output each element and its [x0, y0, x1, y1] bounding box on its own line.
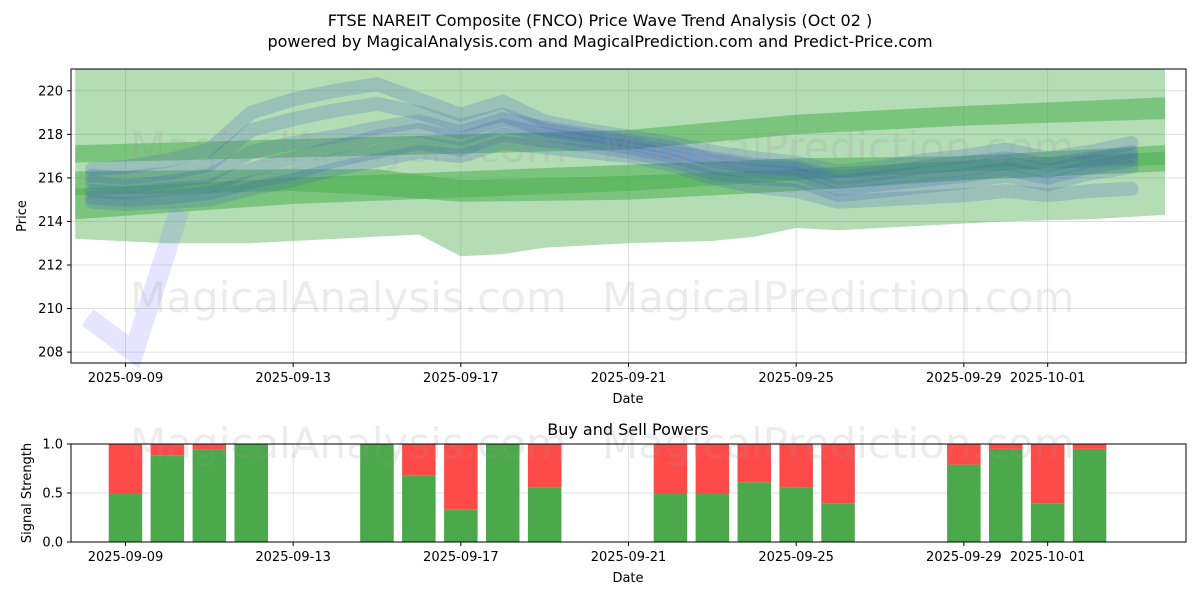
- price-x-label: Date: [612, 392, 643, 407]
- buy-bar: [947, 464, 981, 542]
- price-y-label: Price: [15, 200, 30, 232]
- buy-bar: [1030, 503, 1065, 542]
- watermark-prediction-top: MagicalPrediction.com: [602, 123, 1075, 172]
- sell-bar: [192, 444, 227, 450]
- sell-bar: [1072, 444, 1107, 449]
- price-x-tick-label: 2025-09-29: [926, 371, 1002, 386]
- chart-subtitle: powered by MagicalAnalysis.com and Magic…: [267, 32, 932, 51]
- buy-bar: [821, 503, 855, 542]
- signal-x-tick-label: 2025-09-09: [88, 550, 164, 565]
- blue-waves: [85, 77, 1139, 211]
- signal-title: Buy and Sell Powers: [547, 420, 709, 439]
- blue-wave-0: [85, 112, 1139, 194]
- buy-bar: [402, 475, 436, 542]
- green-band-upper-trend: [75, 97, 1166, 163]
- sell-bar: [150, 444, 185, 456]
- signal-bars: [108, 444, 1107, 542]
- sell-bar: [444, 444, 478, 510]
- price-y-ticks: 208 210 212 214 216 218 220: [38, 84, 71, 361]
- signal-x-tick-label: 2025-10-01: [1010, 550, 1086, 565]
- blue-wave-3: [85, 77, 1139, 179]
- buy-bar: [150, 455, 185, 542]
- buy-bar: [737, 482, 771, 542]
- price-x-tick-label: 2025-09-17: [423, 371, 499, 386]
- signal-x-tick-label: 2025-09-29: [926, 550, 1002, 565]
- price-x-ticks: 2025-09-09 2025-09-13 2025-09-17 2025-09-21…: [88, 363, 1086, 386]
- signal-x-tick-label: 2025-09-17: [423, 550, 499, 565]
- price-x-tick-label: 2025-10-01: [1010, 371, 1086, 386]
- price-x-tick-label: 2025-09-13: [255, 371, 331, 386]
- signal-plot: Buy and Sell Powers MagicalAnalysis.com …: [20, 419, 1187, 586]
- signal-y-label: Signal Strength: [20, 443, 35, 543]
- blue-wave-1: [85, 96, 1139, 185]
- price-y-tick-label: 208: [38, 346, 63, 361]
- green-band-mid-trend: [75, 151, 1166, 202]
- signal-y-tick-label: 0.0: [42, 536, 63, 551]
- sell-bar: [695, 444, 730, 493]
- buy-bar: [108, 493, 143, 542]
- price-plot: MagicalAnalysis.com MagicalPrediction.co…: [15, 68, 1187, 407]
- price-y-tick-label: 218: [38, 128, 63, 143]
- sell-bar: [737, 444, 771, 483]
- sell-bar: [1030, 444, 1065, 504]
- sell-bar: [989, 444, 1023, 449]
- price-y-tick-label: 216: [38, 171, 63, 186]
- buy-bar: [1072, 448, 1107, 542]
- blue-wave-2: [85, 118, 1139, 201]
- watermark-prediction-mid: MagicalPrediction.com: [602, 273, 1075, 322]
- sell-bar: [402, 444, 436, 476]
- check-mark: [81, 205, 190, 369]
- buy-bar: [486, 444, 520, 542]
- watermark-analysis-mid: MagicalAnalysis.com: [130, 273, 567, 322]
- buy-bar: [360, 444, 394, 542]
- buy-bar: [444, 509, 478, 542]
- buy-bar: [695, 493, 730, 542]
- signal-x-label: Date: [612, 571, 643, 586]
- price-x-tick-label: 2025-09-21: [591, 371, 667, 386]
- price-y-tick-label: 212: [38, 259, 63, 274]
- chart-title: FTSE NAREIT Composite (FNCO) Price Wave …: [328, 11, 872, 30]
- price-x-tick-label: 2025-09-09: [88, 371, 164, 386]
- signal-x-tick-label: 2025-09-21: [591, 550, 667, 565]
- buy-bar: [779, 487, 813, 542]
- signal-y-tick-label: 1.0: [42, 438, 63, 453]
- watermark-analysis-top: MagicalAnalysis.com: [130, 123, 567, 172]
- sell-bar: [653, 444, 688, 493]
- buy-bar: [192, 449, 227, 542]
- sell-bar: [779, 444, 813, 488]
- sell-bar: [527, 444, 562, 488]
- price-y-tick-label: 220: [38, 84, 63, 99]
- price-x-tick-label: 2025-09-25: [758, 371, 834, 386]
- check-mark-stroke: [81, 205, 190, 369]
- price-y-tick-label: 214: [38, 215, 63, 230]
- sell-bar: [821, 444, 855, 504]
- sell-bar: [108, 444, 143, 493]
- signal-y-ticks: 0.0 0.5 1.0: [42, 438, 71, 551]
- blue-wave-4: [85, 127, 1139, 207]
- sell-bar: [947, 444, 981, 465]
- signal-x-tick-label: 2025-09-13: [255, 550, 331, 565]
- price-y-tick-label: 210: [38, 302, 63, 317]
- green-bands: [75, 69, 1166, 257]
- buy-bar: [234, 444, 268, 542]
- signal-x-ticks: 2025-09-09 2025-09-13 2025-09-17 2025-09-21…: [88, 542, 1086, 565]
- signal-y-tick-label: 0.5: [42, 487, 63, 502]
- buy-bar: [653, 493, 688, 542]
- blue-wave-5: [85, 136, 1139, 211]
- signal-x-tick-label: 2025-09-25: [758, 550, 834, 565]
- buy-bar: [989, 448, 1023, 542]
- buy-bar: [527, 487, 562, 542]
